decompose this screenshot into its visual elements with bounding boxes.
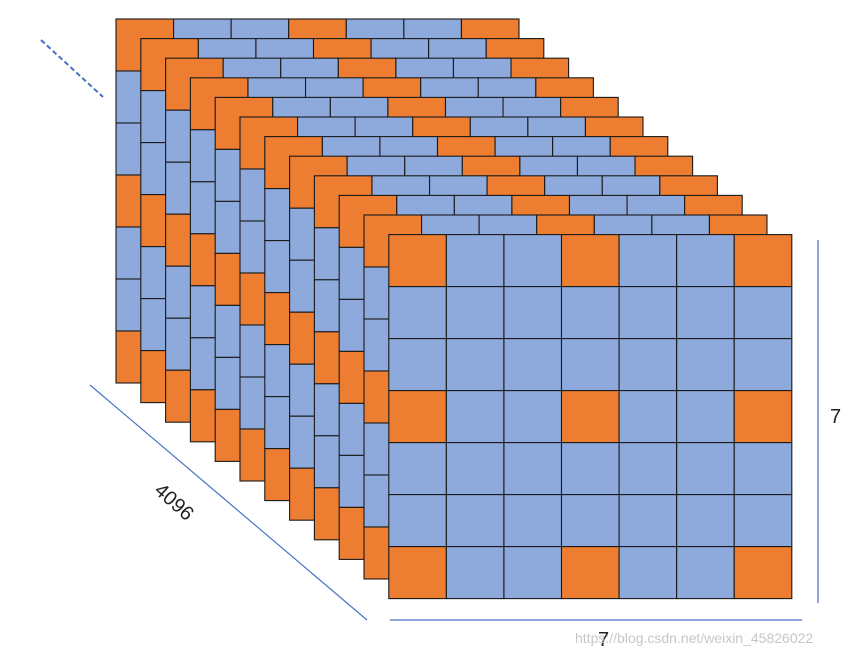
grid-cell (445, 338, 505, 392)
grid-cell (503, 442, 563, 496)
watermark-text: https://blog.csdn.net/weixin_45826022 (575, 630, 814, 646)
highlighted-grid-cell (560, 546, 620, 600)
grid-cell (503, 546, 563, 600)
grid-cell (445, 442, 505, 496)
grid-cell (733, 442, 793, 496)
grid-cell (676, 338, 735, 392)
grid-cell (388, 338, 447, 392)
highlighted-grid-cell (388, 390, 447, 444)
grid-cell (618, 494, 678, 548)
grid-cell (503, 286, 563, 340)
grid-cell (733, 494, 793, 548)
grid-cell (503, 390, 563, 444)
grid-cell (445, 390, 505, 444)
grid-cell (445, 494, 505, 548)
grid-cell (445, 286, 505, 340)
grid-cell (560, 442, 620, 496)
grid-cell (388, 286, 447, 340)
depth-axis-dashed-continuation (40, 39, 104, 98)
highlighted-grid-cell (733, 390, 793, 444)
depth-axis-line (89, 384, 368, 621)
feature-map-layers (115, 18, 793, 600)
highlighted-grid-cell (733, 546, 793, 600)
highlighted-grid-cell (560, 390, 620, 444)
grid-cell (445, 234, 505, 288)
grid-cell (676, 390, 735, 444)
grid-cell (388, 442, 447, 496)
grid-cell (560, 338, 620, 392)
grid-cell (676, 494, 735, 548)
grid-cell (388, 494, 447, 548)
highlighted-grid-cell (388, 234, 447, 288)
feature-map-layer (388, 234, 793, 600)
grid-cell (676, 546, 735, 600)
grid-cell (676, 286, 735, 340)
grid-cell (676, 234, 735, 288)
grid-cell (503, 234, 563, 288)
grid-cell (676, 442, 735, 496)
grid-cell (618, 390, 678, 444)
grid-cell (733, 338, 793, 392)
highlighted-grid-cell (733, 234, 793, 288)
grid-cell (618, 234, 678, 288)
grid-cell (560, 494, 620, 548)
height-label: 7 (830, 406, 842, 428)
grid-cell (733, 286, 793, 340)
grid-cell (560, 286, 620, 340)
grid-cell (618, 546, 678, 600)
grid-cell (618, 286, 678, 340)
grid-cell (618, 442, 678, 496)
grid-cell (503, 338, 563, 392)
highlighted-grid-cell (388, 546, 447, 600)
width-label: 7 (598, 629, 610, 651)
highlighted-grid-cell (560, 234, 620, 288)
grid-cell (445, 546, 505, 600)
grid-cell (618, 338, 678, 392)
grid-cell (503, 494, 563, 548)
